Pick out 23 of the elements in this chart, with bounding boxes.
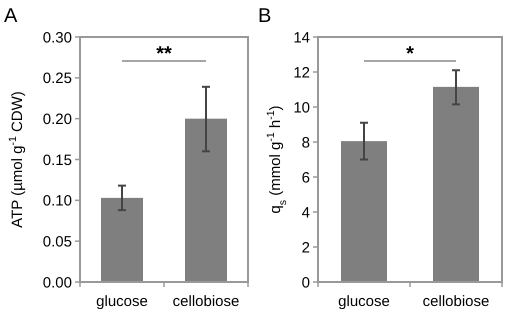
chart-title: A <box>4 5 18 27</box>
chart-title: B <box>258 5 272 27</box>
y-tick-label: 6 <box>302 169 310 186</box>
annotation: ** <box>156 43 172 65</box>
y-tick-label: 2 <box>302 239 310 256</box>
y-tick-label: 8 <box>302 134 310 152</box>
y-tick-label: 0.20 <box>42 110 72 128</box>
y-tick-label: 0.05 <box>42 233 72 250</box>
y-tick-label: 0 <box>302 274 310 292</box>
y-tick-label: 0.25 <box>42 70 72 88</box>
y-tick-label: 10 <box>293 99 310 116</box>
x-tick-label: glucose <box>96 293 148 309</box>
x-tick-label: cellobiose <box>422 293 490 309</box>
y-tick-label: 4 <box>302 204 310 222</box>
x-tick-label: cellobiose <box>172 293 240 309</box>
y-tick-label: 0.00 <box>42 274 72 292</box>
y-tick-label: 0.15 <box>42 152 72 169</box>
y-tick-label: 0.10 <box>42 192 72 210</box>
y-tick-label: 14 <box>293 29 310 46</box>
y-tick-label: 12 <box>293 64 310 82</box>
y-tick-label: 0.30 <box>42 29 72 46</box>
annotation: * <box>406 43 414 65</box>
x-tick-label: glucose <box>338 293 390 309</box>
